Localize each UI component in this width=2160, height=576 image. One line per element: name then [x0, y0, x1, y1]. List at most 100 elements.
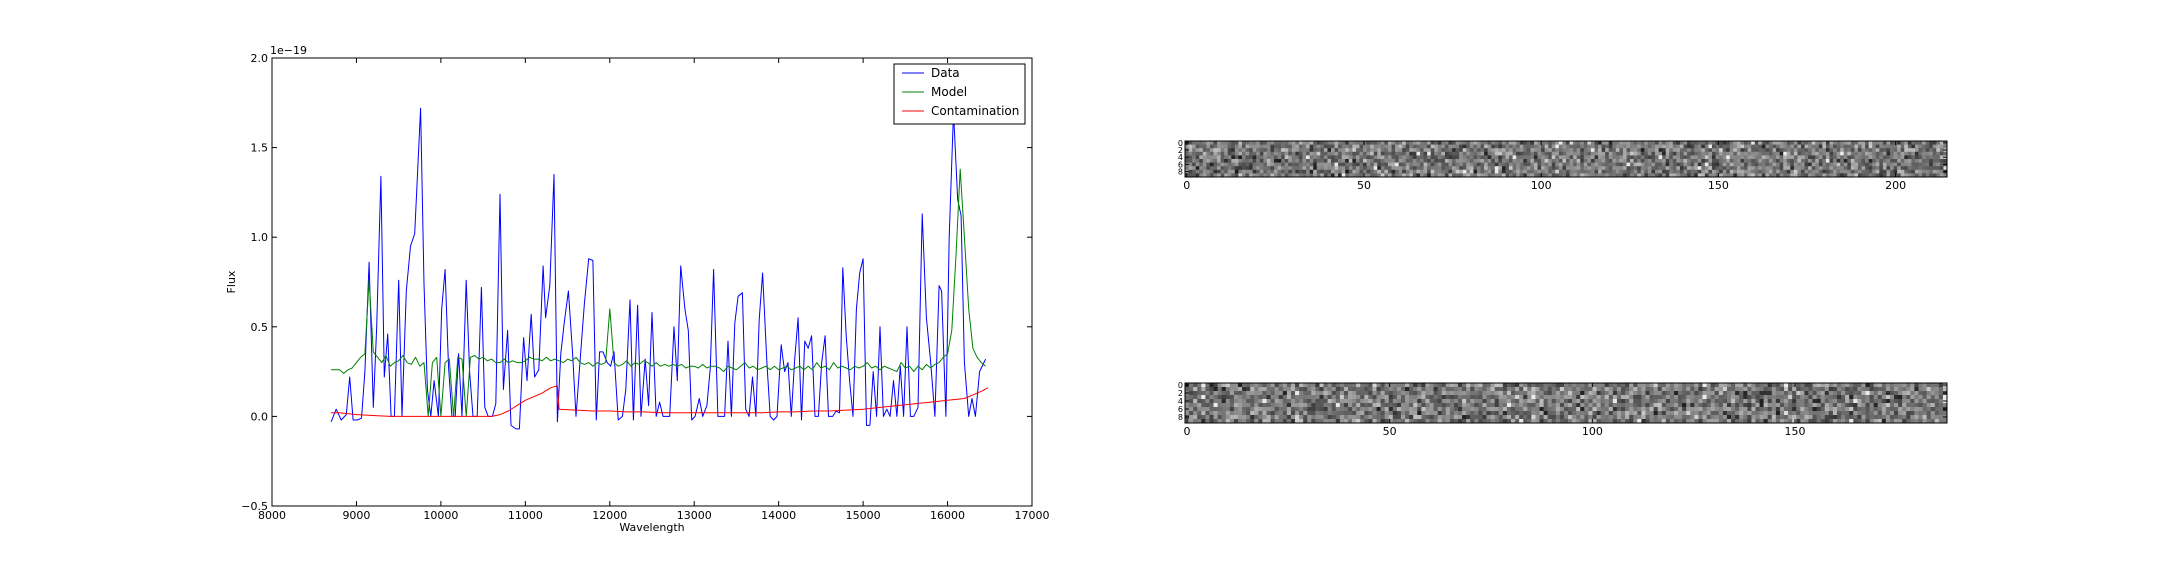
- image-pixel: [1747, 407, 1752, 412]
- image-pixel: [1879, 162, 1884, 167]
- image-pixel: [1527, 387, 1532, 392]
- image-pixel: [1303, 391, 1308, 396]
- image-pixel: [1786, 173, 1791, 178]
- image-pixel: [1515, 419, 1520, 424]
- image-pixel: [1815, 144, 1820, 149]
- image-pixel: [1616, 415, 1622, 420]
- image-pixel: [1298, 166, 1303, 171]
- image-pixel: [1445, 419, 1451, 424]
- image-pixel: [1225, 411, 1231, 416]
- image-pixel: [1384, 148, 1389, 153]
- image-pixel: [1776, 151, 1781, 156]
- image-pixel: [1633, 159, 1638, 163]
- image-pixel: [1298, 151, 1303, 156]
- image-pixel: [1249, 151, 1254, 156]
- image-pixel: [1202, 159, 1207, 163]
- image-pixel: [1857, 383, 1862, 388]
- image-pixel: [1706, 395, 1712, 400]
- image-pixel: [1315, 407, 1320, 412]
- image-pixel: [1459, 169, 1464, 174]
- image-pixel: [1352, 407, 1357, 412]
- image-pixel: [1818, 141, 1823, 145]
- image-pixel: [1808, 391, 1813, 396]
- image-pixel: [1531, 419, 1536, 424]
- image-pixel: [1462, 148, 1467, 153]
- image-pixel: [1474, 395, 1479, 400]
- image-pixel: [1551, 391, 1557, 396]
- x-tick-label: 13000: [677, 509, 712, 522]
- image-pixel: [1679, 162, 1684, 167]
- image-pixel: [1761, 162, 1766, 167]
- image-pixel: [1249, 148, 1254, 153]
- image-pixel: [1729, 141, 1734, 145]
- image-pixel: [1661, 419, 1667, 424]
- image-pixel: [1206, 155, 1211, 160]
- image-pixel: [1914, 155, 1919, 160]
- image-pixel: [1370, 159, 1375, 163]
- image-pixel: [1533, 159, 1538, 163]
- image-pixel: [1263, 173, 1268, 178]
- image-pixel: [1930, 411, 1936, 416]
- image-pixel: [1412, 148, 1417, 153]
- image-pixel: [1820, 419, 1826, 424]
- image-pixel: [1258, 391, 1263, 396]
- image-pixel: [1673, 411, 1679, 416]
- image-pixel: [1731, 387, 1736, 392]
- image-pixel: [1601, 144, 1606, 149]
- image-pixel: [1714, 395, 1720, 400]
- image-pixel: [1890, 173, 1894, 178]
- image-pixel: [1510, 387, 1516, 392]
- image-pixel: [1690, 141, 1695, 145]
- image-pixel: [1832, 399, 1838, 404]
- image-pixel: [1487, 141, 1492, 145]
- image-pixel: [1270, 387, 1276, 392]
- image-pixel: [1430, 141, 1435, 145]
- image-pixel: [1904, 159, 1909, 163]
- image-pixel: [1587, 148, 1592, 153]
- image-pixel: [1678, 403, 1683, 408]
- image-pixel: [1474, 415, 1479, 420]
- image-pixel: [1217, 391, 1223, 396]
- image-pixel: [1580, 403, 1585, 408]
- x-tick-label: 11000: [508, 509, 543, 522]
- image-pixel: [1412, 141, 1417, 145]
- image-pixel: [1341, 166, 1346, 171]
- image-pixel: [1234, 144, 1239, 149]
- image-pixel: [1254, 407, 1259, 412]
- x-tick-label: 15000: [846, 509, 881, 522]
- image-pixel: [1319, 387, 1324, 392]
- image-pixel: [1288, 159, 1293, 163]
- image-pixel: [1608, 387, 1614, 392]
- image-pixel: [1498, 151, 1503, 156]
- image-pixel: [1815, 166, 1820, 171]
- image-pixel: [1213, 411, 1218, 416]
- image-pixel: [1877, 395, 1883, 400]
- image-pixel: [1323, 399, 1329, 404]
- image-pixel: [1783, 173, 1788, 178]
- image-pixel: [1763, 403, 1769, 408]
- image-pixel: [1747, 395, 1752, 400]
- image-pixel: [1651, 159, 1656, 163]
- image-pixel: [1811, 166, 1816, 171]
- image-pixel: [1505, 173, 1510, 178]
- image-pixel: [1482, 383, 1487, 388]
- image-pixel: [1710, 415, 1716, 420]
- image-pixel: [1384, 141, 1389, 145]
- image-pixel: [1583, 155, 1588, 160]
- image-pixel: [1662, 155, 1667, 160]
- image-pixel: [1836, 141, 1841, 145]
- image-pixel: [1861, 403, 1866, 408]
- image-pixel: [1857, 407, 1862, 412]
- image-pixel: [1751, 166, 1756, 171]
- image-pixel: [1865, 151, 1870, 156]
- image-pixel: [1425, 399, 1430, 404]
- image-pixel: [1466, 407, 1471, 412]
- image-pixel: [1939, 169, 1944, 174]
- image-pixel: [1548, 148, 1553, 153]
- image-pixel: [1494, 403, 1500, 408]
- image-pixel: [1396, 411, 1402, 416]
- image-pixel: [1334, 166, 1339, 171]
- image-pixel: [1299, 387, 1304, 392]
- image-pixel: [1608, 407, 1614, 412]
- image-pixel: [1413, 399, 1418, 404]
